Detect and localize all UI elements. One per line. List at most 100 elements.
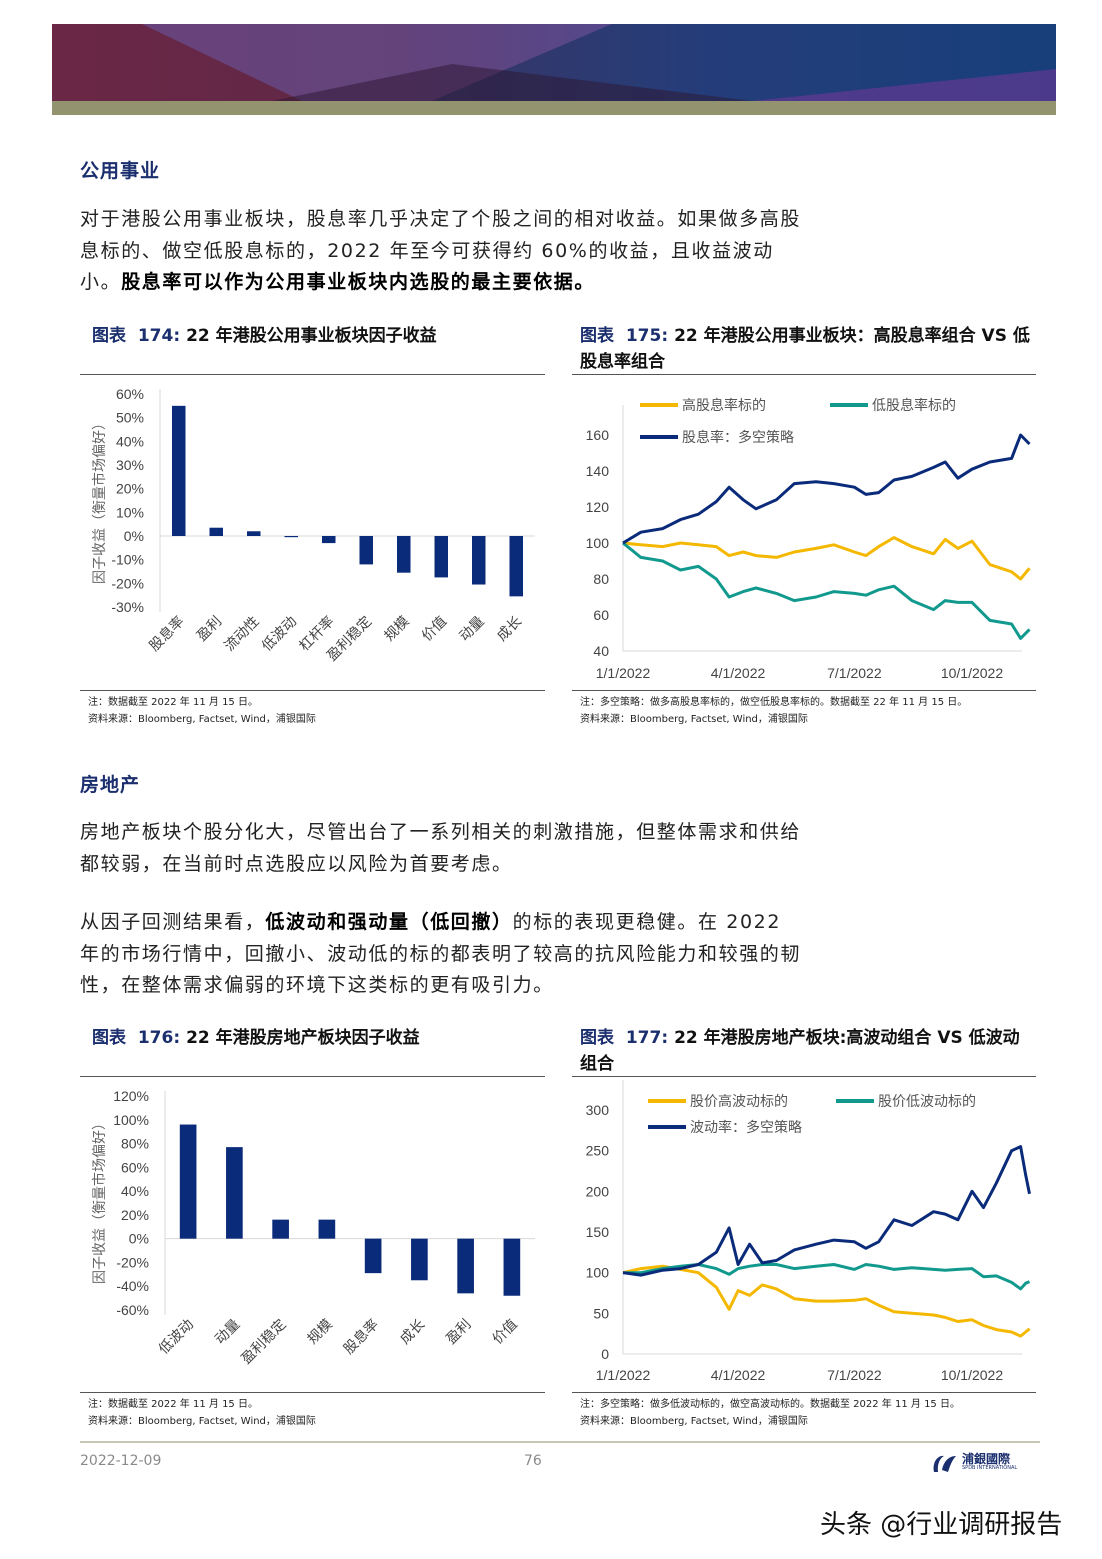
y-tick-label: 100% <box>113 1112 149 1128</box>
category-label: 规模 <box>381 613 412 644</box>
bar <box>226 1147 243 1239</box>
paragraph-bold-text: 低波动和强动量（低回撤） <box>265 911 513 933</box>
real-estate-paragraph-2: 从因子回测结果看，低波动和强动量（低回撤）的标的表现更稳健。在 2022 年的市… <box>80 907 802 1002</box>
y-tick-label: -10% <box>111 552 144 568</box>
y-tick-label: -30% <box>111 599 144 615</box>
paragraph-text: 对于港股公用事业板块，股息率几乎决定了个股之间的相对收益。如果做多高股息标的、做… <box>80 208 802 293</box>
logo-text: 浦銀國際 <box>962 1452 1011 1466</box>
category-label: 盈利 <box>193 613 224 644</box>
header-banner <box>52 24 1056 101</box>
category-label: 成长 <box>493 613 524 644</box>
y-tick-label: 160 <box>586 427 610 443</box>
bar <box>434 536 448 578</box>
legend-label: 低股息率标的 <box>872 397 956 413</box>
paragraph-text: 的标的表现更稳健。在 2022 年的市场行情中，回撤小、波动低的标的都表明了较高… <box>80 911 802 996</box>
series-line <box>622 433 1031 545</box>
category-label: 价值 <box>489 1316 520 1347</box>
y-tick-label: 80% <box>121 1136 149 1152</box>
divider <box>572 1392 1036 1393</box>
category-label: 盈利 <box>443 1316 474 1347</box>
y-tick-label: 50% <box>116 410 144 426</box>
section-heading-utilities: 公用事业 <box>80 160 161 182</box>
real-estate-paragraph-1: 房地产板块个股分化大，尽管出台了一系列相关的刺激措施，但整体需求和供给都较弱，在… <box>80 821 802 875</box>
y-tick-label: 60% <box>121 1159 149 1175</box>
y-tick-label: 300 <box>586 1102 610 1118</box>
chart-0: 60% 50% 40% 30% 20% 10% 0% -10% -20% -30%股息率 盈利流动性… <box>91 386 535 664</box>
y-tick-label: 60% <box>116 386 144 402</box>
y-tick-label: -60% <box>116 1302 149 1318</box>
x-tick-label: 4/1/2022 <box>711 1367 766 1383</box>
y-tick-label: -20% <box>116 1254 149 1270</box>
bar <box>284 536 298 538</box>
y-tick-label: -20% <box>111 575 144 591</box>
logo-subtext: SPDB INTERNATIONAL <box>962 1465 1018 1471</box>
category-label: 规模 <box>304 1316 335 1347</box>
x-tick-label: 4/1/2022 <box>711 665 766 681</box>
figure-176-source: 资料来源：Bloomberg, Factset, Wind，浦银国际 <box>88 1416 316 1427</box>
divider <box>80 1076 545 1077</box>
legend-label: 股息率：多空策略 <box>682 429 794 445</box>
bar <box>247 531 261 536</box>
y-tick-label: 0% <box>124 528 144 544</box>
figure-176-title: 图表 176: 22 年港股房地产板块因子收益 <box>92 1025 542 1051</box>
utilities-paragraph: 对于港股公用事业板块，股息率几乎决定了个股之间的相对收益。如果做多高股息标的、做… <box>80 204 802 299</box>
series-line <box>622 1145 1031 1277</box>
bar <box>209 527 223 536</box>
watermark: 头条 @行业调研报告 <box>820 1510 1063 1540</box>
y-tick-label: 120 <box>586 499 610 515</box>
header-strip <box>52 101 1056 115</box>
y-tick-label: -40% <box>116 1278 149 1294</box>
paragraph-bold-text: 股息率可以作为公用事业板块内选股的最主要依据。 <box>121 271 596 293</box>
y-tick-label: 40% <box>116 433 144 449</box>
footer-divider <box>80 1441 1040 1443</box>
bar <box>472 536 486 585</box>
figure-174-note: 注：数据截至 2022 年 11 月 15 日。 <box>88 697 258 708</box>
legend-label: 股价低波动标的 <box>878 1093 976 1109</box>
figure-number: 174: <box>137 326 181 346</box>
series-line <box>622 536 1031 581</box>
figure-176-note: 注：数据截至 2022 年 11 月 15 日。 <box>88 1399 258 1410</box>
y-tick-label: 0% <box>129 1231 149 1247</box>
figure-175-source: 资料来源：Bloomberg, Factset, Wind，浦银国际 <box>580 714 808 725</box>
divider <box>80 374 545 375</box>
category-label: 低波动 <box>155 1316 196 1357</box>
legend-label: 股价高波动标的 <box>690 1093 788 1109</box>
bar <box>457 1238 474 1294</box>
bar <box>397 536 411 573</box>
figure-174-title: 图表 174: 22 年港股公用事业板块因子收益 <box>92 323 542 349</box>
y-tick-label: 80 <box>593 571 609 587</box>
category-label: 股息率 <box>340 1316 381 1357</box>
figure-title-text: 22 年港股房地产板块因子收益 <box>186 1028 420 1048</box>
legend-label: 高股息率标的 <box>682 397 766 413</box>
figure-title-text: 22 年港股公用事业板块：高股息率组合 VS 低股息率组合 <box>580 326 1030 372</box>
chart-1: 160 140 120 100 80 60 40 1/1/2022 4/1/2022 7/1/20… <box>586 397 1031 681</box>
figure-175-title: 图表 175: 22 年港股公用事业板块：高股息率组合 VS 低股息率组合 <box>580 323 1036 375</box>
y-tick-label: 100 <box>586 535 610 551</box>
section-heading-real-estate: 房地产 <box>80 774 141 796</box>
bar <box>364 1238 382 1274</box>
logo-mark-icon <box>933 1455 956 1472</box>
figure-title-text: 22 年港股房地产板块:高波动组合 VS 低波动组合 <box>580 1028 1020 1074</box>
series-line <box>622 1264 1031 1338</box>
chart-3: 300 250 200 150 100 50 0 1/1/2022 4/1/2022 7/1/20… <box>586 1080 1031 1383</box>
page-number: 76 <box>524 1453 542 1469</box>
y-tick-label: 0 <box>601 1346 609 1362</box>
divider <box>572 690 1036 691</box>
bar <box>509 536 523 597</box>
y-tick-label: 200 <box>586 1183 610 1199</box>
y-tick-label: 40 <box>593 643 609 659</box>
figure-177-note: 注：多空策略：做多低波动标的，做空高波动标的。数据截至 2022 年 11 月 … <box>580 1399 960 1410</box>
chart-2: 120%100%80%60%40%20%0%-20%-40%-60%低波动 动量盈… <box>91 1088 535 1367</box>
figure-177-source: 资料来源：Bloomberg, Factset, Wind，浦银国际 <box>580 1416 808 1427</box>
y-tick-label: 10% <box>116 504 144 520</box>
bar <box>503 1238 521 1296</box>
bar <box>179 1124 197 1239</box>
category-label: 股息率 <box>146 613 187 654</box>
series-line <box>622 541 1031 640</box>
figure-label: 图表 <box>92 1028 126 1048</box>
x-tick-label: 7/1/2022 <box>827 1367 882 1383</box>
category-label: 价值 <box>418 613 449 644</box>
figure-177-title: 图表 177: 22 年港股房地产板块:高波动组合 VS 低波动组合 <box>580 1025 1036 1077</box>
divider <box>80 1392 545 1393</box>
